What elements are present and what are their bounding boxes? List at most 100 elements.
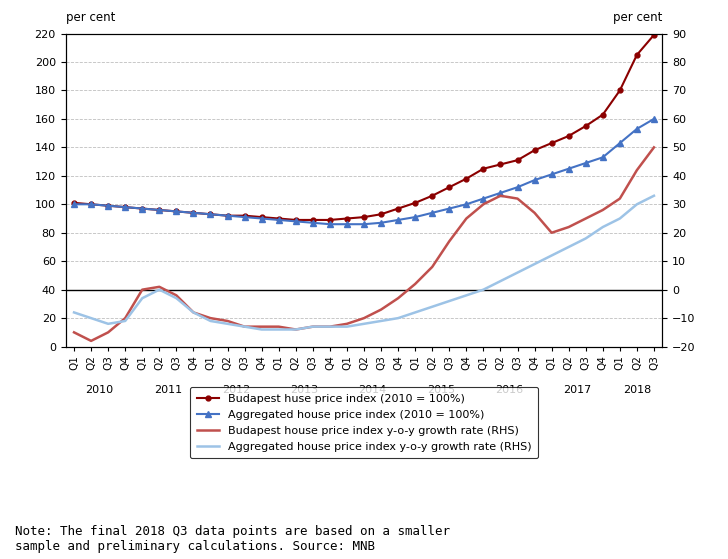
Budapest huse price index (2010 = 100%) — [479, 165, 488, 172]
Aggregated house price index y-o-y growth rate (RHS) — [87, 315, 95, 321]
Line: Aggregated house price index (2010 = 100%): Aggregated house price index (2010 = 100… — [71, 116, 657, 227]
Aggregated house price index (2010 = 100%) — [564, 165, 573, 172]
Budapest huse price index (2010 = 100%) — [530, 147, 539, 154]
Aggregated house price index (2010 = 100%) — [155, 207, 164, 214]
Budapest huse price index (2010 = 100%) — [104, 202, 113, 209]
Aggregated house price index (2010 = 100%) — [240, 214, 249, 220]
Text: 2014: 2014 — [358, 386, 387, 395]
Aggregated house price index y-o-y growth rate (RHS) — [564, 244, 573, 250]
Text: 2018: 2018 — [622, 386, 651, 395]
Aggregated house price index y-o-y growth rate (RHS) — [633, 201, 641, 207]
Aggregated house price index y-o-y growth rate (RHS) — [649, 192, 658, 199]
Aggregated house price index y-o-y growth rate (RHS) — [411, 309, 419, 316]
Aggregated house price index y-o-y growth rate (RHS) — [172, 295, 181, 301]
Text: 2012: 2012 — [222, 386, 250, 395]
Budapest huse price index (2010 = 100%) — [87, 201, 95, 207]
Budapest huse price index (2010 = 100%) — [172, 208, 181, 215]
Budapest huse price index (2010 = 100%) — [274, 215, 283, 222]
Aggregated house price index y-o-y growth rate (RHS) — [138, 295, 146, 301]
Budapest huse price index (2010 = 100%) — [598, 111, 607, 118]
Budapest house price index y-o-y growth rate (RHS) — [615, 195, 624, 202]
Budapest house price index y-o-y growth rate (RHS) — [104, 329, 113, 336]
Aggregated house price index (2010 = 100%) — [70, 201, 79, 207]
Aggregated house price index y-o-y growth rate (RHS) — [257, 326, 266, 333]
Aggregated house price index y-o-y growth rate (RHS) — [155, 286, 164, 293]
Line: Aggregated house price index y-o-y growth rate (RHS): Aggregated house price index y-o-y growt… — [74, 196, 654, 329]
Budapest house price index y-o-y growth rate (RHS) — [582, 215, 590, 222]
Aggregated house price index (2010 = 100%) — [411, 214, 419, 220]
Budapest house price index y-o-y growth rate (RHS) — [633, 167, 641, 173]
Aggregated house price index (2010 = 100%) — [428, 210, 437, 216]
Aggregated house price index (2010 = 100%) — [138, 205, 146, 212]
Budapest house price index y-o-y growth rate (RHS) — [598, 207, 607, 214]
Budapest huse price index (2010 = 100%) — [189, 210, 198, 216]
Budapest house price index y-o-y growth rate (RHS) — [360, 315, 368, 321]
Aggregated house price index y-o-y growth rate (RHS) — [394, 315, 403, 321]
Budapest huse price index (2010 = 100%) — [633, 51, 641, 58]
Budapest house price index y-o-y growth rate (RHS) — [70, 329, 79, 336]
Aggregated house price index y-o-y growth rate (RHS) — [70, 309, 79, 316]
Budapest house price index y-o-y growth rate (RHS) — [445, 238, 454, 245]
Aggregated house price index (2010 = 100%) — [104, 202, 113, 209]
Budapest house price index y-o-y growth rate (RHS) — [291, 326, 300, 333]
Budapest house price index y-o-y growth rate (RHS) — [462, 215, 471, 222]
Aggregated house price index y-o-y growth rate (RHS) — [582, 235, 590, 242]
Line: Budapest huse price index (2010 = 100%): Budapest huse price index (2010 = 100%) — [71, 32, 657, 222]
Aggregated house price index y-o-y growth rate (RHS) — [462, 292, 471, 299]
Budapest house price index y-o-y growth rate (RHS) — [530, 210, 539, 216]
Budapest house price index y-o-y growth rate (RHS) — [649, 144, 658, 151]
Budapest huse price index (2010 = 100%) — [223, 212, 232, 219]
Budapest huse price index (2010 = 100%) — [513, 157, 522, 164]
Budapest house price index y-o-y growth rate (RHS) — [428, 263, 437, 270]
Budapest house price index y-o-y growth rate (RHS) — [274, 323, 283, 330]
Aggregated house price index (2010 = 100%) — [394, 216, 403, 223]
Legend: Budapest huse price index (2010 = 100%), Aggregated house price index (2010 = 10: Budapest huse price index (2010 = 100%),… — [190, 387, 538, 458]
Budapest house price index y-o-y growth rate (RHS) — [240, 323, 249, 330]
Aggregated house price index y-o-y growth rate (RHS) — [291, 326, 300, 333]
Aggregated house price index (2010 = 100%) — [633, 126, 641, 132]
Aggregated house price index (2010 = 100%) — [189, 210, 198, 216]
Aggregated house price index (2010 = 100%) — [223, 212, 232, 219]
Budapest house price index y-o-y growth rate (RHS) — [547, 229, 556, 236]
Aggregated house price index y-o-y growth rate (RHS) — [121, 318, 130, 324]
Budapest house price index y-o-y growth rate (RHS) — [121, 315, 130, 321]
Budapest house price index y-o-y growth rate (RHS) — [172, 292, 181, 299]
Line: Budapest house price index y-o-y growth rate (RHS): Budapest house price index y-o-y growth … — [74, 148, 654, 341]
Text: per cent: per cent — [66, 11, 115, 24]
Aggregated house price index (2010 = 100%) — [462, 201, 471, 207]
Budapest huse price index (2010 = 100%) — [394, 205, 403, 212]
Budapest house price index y-o-y growth rate (RHS) — [376, 306, 385, 313]
Budapest huse price index (2010 = 100%) — [291, 216, 300, 223]
Aggregated house price index y-o-y growth rate (RHS) — [547, 252, 556, 259]
Budapest house price index y-o-y growth rate (RHS) — [155, 283, 164, 290]
Aggregated house price index (2010 = 100%) — [445, 205, 454, 212]
Budapest huse price index (2010 = 100%) — [547, 140, 556, 146]
Aggregated house price index (2010 = 100%) — [325, 221, 334, 228]
Aggregated house price index (2010 = 100%) — [360, 221, 368, 228]
Aggregated house price index (2010 = 100%) — [530, 177, 539, 183]
Text: 2010: 2010 — [86, 386, 114, 395]
Text: 2015: 2015 — [427, 386, 455, 395]
Budapest huse price index (2010 = 100%) — [121, 204, 130, 211]
Budapest huse price index (2010 = 100%) — [411, 200, 419, 206]
Budapest house price index y-o-y growth rate (RHS) — [309, 323, 317, 330]
Budapest huse price index (2010 = 100%) — [564, 132, 573, 139]
Budapest house price index y-o-y growth rate (RHS) — [87, 338, 95, 344]
Aggregated house price index (2010 = 100%) — [172, 208, 181, 215]
Aggregated house price index (2010 = 100%) — [615, 140, 624, 146]
Aggregated house price index y-o-y growth rate (RHS) — [445, 298, 454, 305]
Budapest huse price index (2010 = 100%) — [582, 122, 590, 129]
Aggregated house price index (2010 = 100%) — [291, 218, 300, 225]
Budapest huse price index (2010 = 100%) — [70, 200, 79, 206]
Budapest house price index y-o-y growth rate (RHS) — [189, 309, 198, 316]
Budapest huse price index (2010 = 100%) — [496, 161, 505, 168]
Aggregated house price index (2010 = 100%) — [547, 171, 556, 178]
Aggregated house price index y-o-y growth rate (RHS) — [615, 215, 624, 222]
Aggregated house price index y-o-y growth rate (RHS) — [376, 318, 385, 324]
Budapest huse price index (2010 = 100%) — [428, 192, 437, 199]
Budapest huse price index (2010 = 100%) — [615, 87, 624, 94]
Budapest huse price index (2010 = 100%) — [462, 176, 471, 182]
Budapest house price index y-o-y growth rate (RHS) — [343, 320, 352, 327]
Budapest house price index y-o-y growth rate (RHS) — [394, 295, 403, 301]
Budapest huse price index (2010 = 100%) — [240, 212, 249, 219]
